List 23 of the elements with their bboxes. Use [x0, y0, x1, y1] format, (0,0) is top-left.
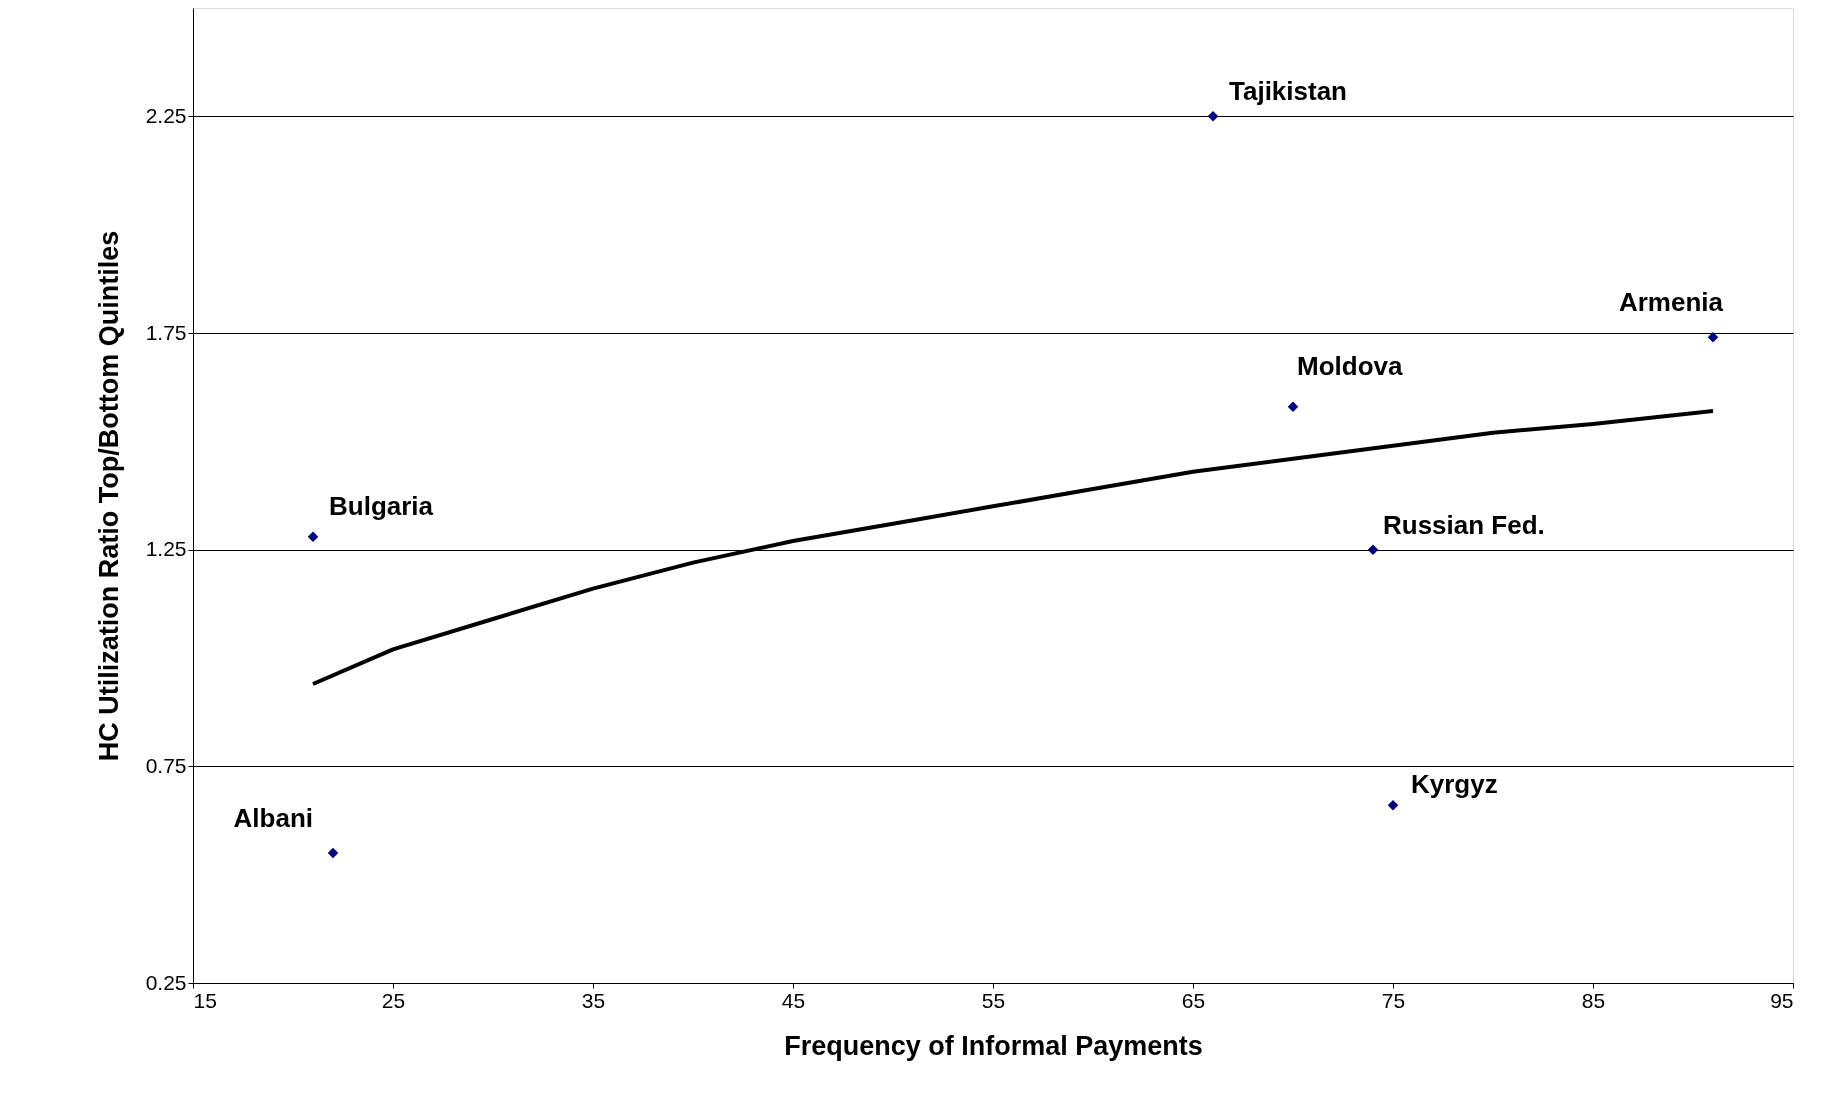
annotation: Moldova — [1297, 350, 1403, 381]
x-tick-label: 35 — [581, 988, 606, 1012]
x-tick-label: 15 — [193, 988, 217, 1012]
x-tick-label: 75 — [1381, 988, 1406, 1012]
x-tick-label: 55 — [981, 988, 1006, 1012]
x-tick-label: 45 — [781, 988, 806, 1012]
annotation: Kyrgyz — [1411, 769, 1498, 800]
y-tick-label: 1.75 — [145, 320, 187, 344]
y-tick-label: 1.25 — [145, 537, 187, 561]
annotation: Russian Fed. — [1383, 509, 1545, 540]
x-tick-label: 95 — [1770, 988, 1794, 1012]
y-tick-label: 0.75 — [145, 753, 187, 777]
y-axis-title: HC Utilization Ratio Top/Bottom Quintiles — [93, 230, 124, 762]
x-tick-label: 65 — [1181, 988, 1206, 1012]
y-tick-label: 0.25 — [145, 970, 187, 994]
y-tick-label: 2.25 — [145, 103, 187, 127]
x-axis-title: Frequency of Informal Payments — [784, 1030, 1203, 1061]
x-tick-label: 85 — [1581, 988, 1606, 1012]
x-tick-label: 25 — [381, 988, 406, 1012]
annotation: Bulgaria — [329, 490, 434, 521]
annotation: Tajikistan — [1229, 76, 1348, 107]
annotation: Albani — [233, 803, 313, 833]
annotation: Armenia — [1618, 287, 1724, 318]
